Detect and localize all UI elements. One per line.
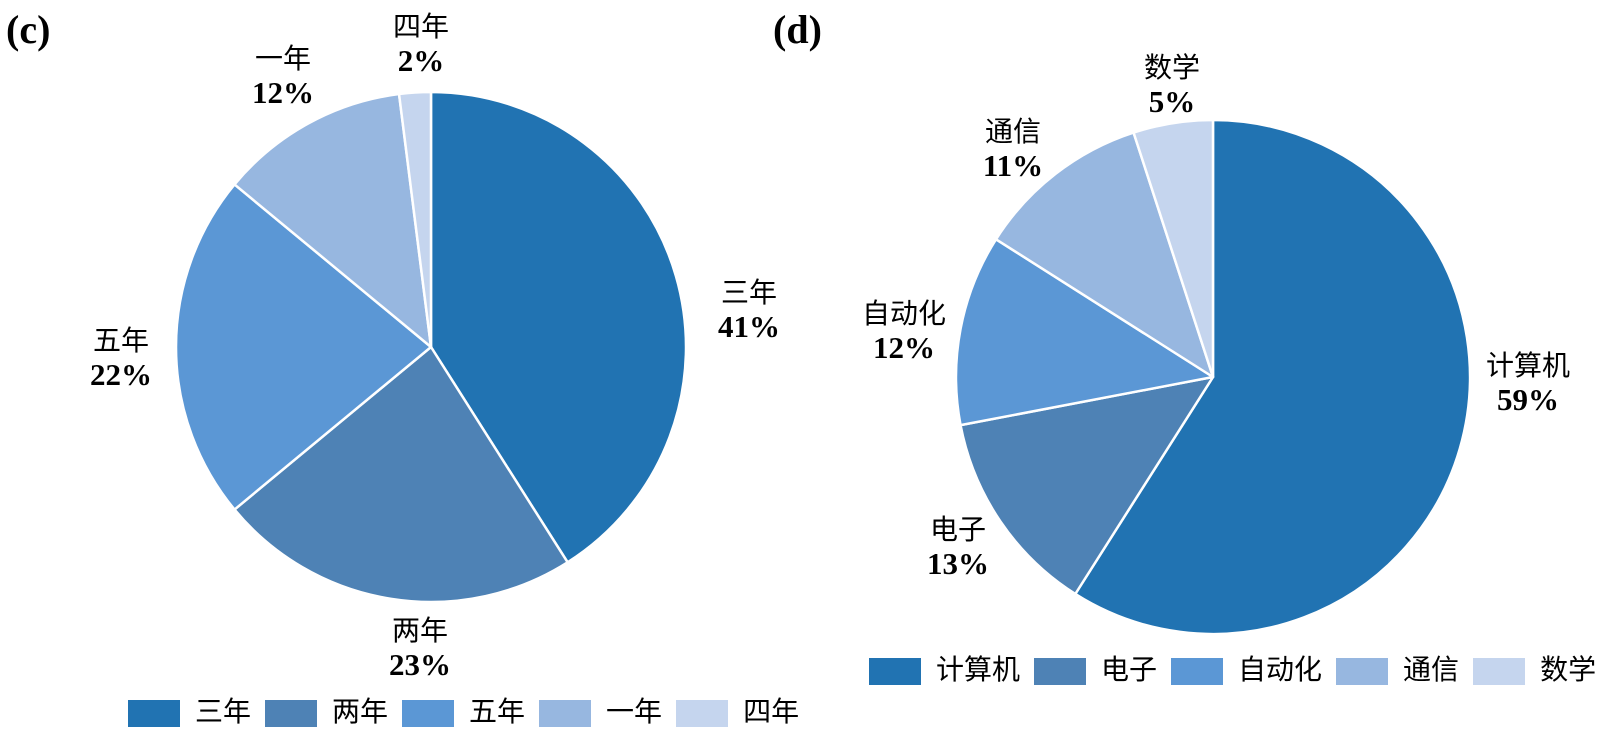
pie-slice-0-0 bbox=[429, 90, 688, 564]
legend-item: 五年 bbox=[402, 697, 526, 729]
slice-label-0-2: 五年 22% bbox=[90, 325, 152, 391]
pie-slice-1-2 bbox=[954, 238, 1215, 427]
pie-slice-1-4 bbox=[1132, 118, 1215, 379]
slice-category-text: 四年 bbox=[392, 12, 450, 43]
legend-label: 五年 bbox=[469, 697, 526, 728]
legend-d: 计算机 电子 自动化 通信 数学 bbox=[869, 655, 1597, 687]
slice-percent-text: 2% bbox=[397, 43, 445, 78]
slice-label-0-0: 三年 41% bbox=[718, 277, 780, 343]
slice-label-1-2: 自动化 12% bbox=[862, 298, 946, 364]
slice-category-text: 两年 bbox=[391, 616, 448, 647]
pie-slice-1-1 bbox=[959, 375, 1215, 596]
legend-item: 自动化 bbox=[1171, 655, 1323, 687]
legend-swatch-icon bbox=[869, 657, 921, 685]
legend-item: 三年 bbox=[128, 697, 252, 729]
slice-label-1-4: 数学 5% bbox=[1144, 52, 1200, 118]
legend-label: 自动化 bbox=[1238, 655, 1323, 686]
slice-percent-text: 13% bbox=[927, 546, 989, 581]
legend-label: 电子 bbox=[1101, 655, 1158, 686]
slice-category-text: 计算机 bbox=[1485, 351, 1571, 382]
slice-percent-text: 11% bbox=[982, 148, 1044, 183]
slice-category-text: 数学 bbox=[1143, 53, 1201, 84]
legend-swatch-icon bbox=[1034, 657, 1087, 685]
slice-percent-text: 12% bbox=[872, 330, 935, 365]
slice-category-text: 电子 bbox=[929, 515, 986, 546]
legend-label: 四年 bbox=[743, 697, 800, 728]
legend-label: 通信 bbox=[1403, 655, 1460, 686]
pie-slice-0-1 bbox=[233, 345, 569, 604]
legend-label: 一年 bbox=[606, 697, 663, 728]
legend-label: 三年 bbox=[195, 697, 252, 728]
legend-item: 通信 bbox=[1336, 655, 1460, 687]
slice-category-text: 三年 bbox=[720, 278, 777, 309]
slice-label-1-0: 计算机 59% bbox=[1486, 350, 1570, 416]
legend-item: 数学 bbox=[1473, 655, 1597, 687]
pie-slice-1-3 bbox=[994, 131, 1215, 379]
slice-label-0-3: 一年 12% bbox=[252, 43, 314, 109]
slice-label-1-1: 电子 13% bbox=[927, 514, 989, 580]
pie-slice-0-4 bbox=[397, 90, 433, 349]
legend-label: 两年 bbox=[332, 697, 389, 728]
legend-item: 两年 bbox=[265, 697, 389, 729]
slice-percent-text: 5% bbox=[1148, 84, 1196, 119]
slice-percent-text: 22% bbox=[90, 357, 152, 392]
legend-swatch-icon bbox=[1473, 657, 1526, 685]
legend-swatch-icon bbox=[676, 699, 729, 727]
pie-slice-0-3 bbox=[233, 92, 433, 349]
legend-item: 计算机 bbox=[869, 655, 1021, 687]
legend-swatch-icon bbox=[1171, 657, 1224, 685]
legend-item: 一年 bbox=[539, 697, 663, 729]
panel-label-d: (d) bbox=[773, 7, 822, 52]
slice-percent-text: 41% bbox=[718, 309, 780, 344]
pie-slice-1-0 bbox=[1074, 118, 1472, 636]
slice-percent-text: 12% bbox=[252, 75, 314, 110]
legend-label: 计算机 bbox=[936, 655, 1021, 686]
legend-item: 四年 bbox=[676, 697, 800, 729]
pie-slice-0-2 bbox=[174, 183, 433, 511]
legend-swatch-icon bbox=[402, 699, 455, 727]
slice-category-text: 通信 bbox=[984, 117, 1042, 148]
slice-category-text: 一年 bbox=[254, 44, 311, 75]
legend-label: 数学 bbox=[1540, 655, 1597, 686]
slice-percent-text: 59% bbox=[1496, 382, 1559, 417]
legend-swatch-icon bbox=[128, 699, 180, 727]
legend-swatch-icon bbox=[539, 699, 592, 727]
slice-label-0-1: 两年 23% bbox=[389, 615, 451, 681]
slice-category-text: 五年 bbox=[92, 326, 149, 357]
slice-percent-text: 23% bbox=[389, 647, 451, 682]
slice-label-0-4: 四年 2% bbox=[393, 11, 449, 77]
legend-swatch-icon bbox=[1336, 657, 1389, 685]
slice-label-1-3: 通信 11% bbox=[983, 116, 1043, 182]
slice-category-text: 自动化 bbox=[861, 299, 947, 330]
panel-label-c: (c) bbox=[6, 7, 51, 52]
legend-c: 三年 两年 五年 一年 四年 bbox=[128, 697, 800, 729]
legend-swatch-icon bbox=[265, 699, 318, 727]
legend-item: 电子 bbox=[1034, 655, 1158, 687]
